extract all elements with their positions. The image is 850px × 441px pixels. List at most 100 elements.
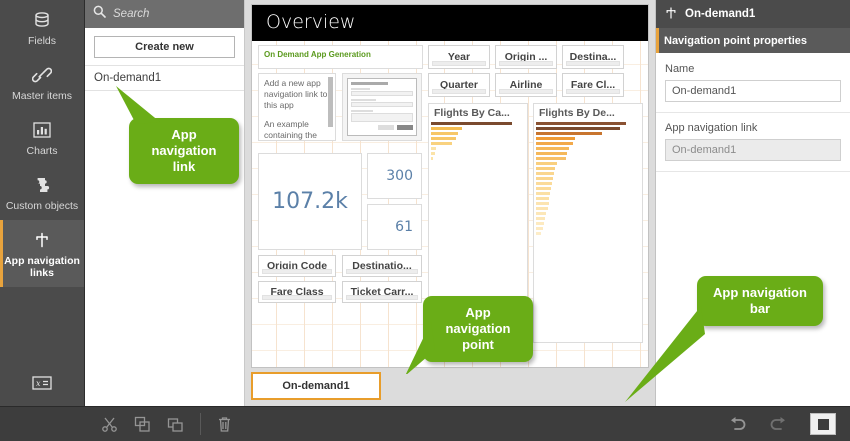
chart-flights-by-destination[interactable]: Flights By De...	[533, 103, 643, 343]
callout-text: App navigation point	[423, 296, 533, 362]
chart-bar	[536, 187, 552, 190]
callout-app-navigation-bar: App navigation bar	[625, 276, 823, 402]
redo-icon[interactable]	[769, 416, 788, 432]
text-object-header[interactable]: On Demand App Generation	[258, 45, 423, 69]
chart-bar	[536, 232, 542, 235]
chart-bars	[431, 122, 523, 340]
chart-bar	[536, 132, 602, 135]
chart-bar	[536, 217, 545, 220]
filter-destination-code[interactable]: Destinatio...	[342, 255, 422, 277]
rail-item-fields[interactable]: Fields	[0, 0, 84, 55]
chart-bar	[431, 157, 434, 160]
chart-bar	[536, 162, 557, 165]
nav-point-on-demand1[interactable]: On-demand1	[251, 371, 381, 400]
filter-airline[interactable]: Airline	[495, 73, 557, 97]
rail-item-label: Fields	[27, 35, 56, 47]
filter-origin[interactable]: Origin ...	[495, 45, 557, 69]
name-input[interactable]	[665, 80, 841, 102]
search-bar[interactable]: Search	[85, 0, 244, 28]
chart-title: Flights By De...	[539, 107, 615, 119]
asset-list-panel: Search Create new On-demand1	[85, 0, 245, 406]
signpost-icon	[2, 229, 82, 251]
rail-item-app-navigation-links[interactable]: App navigation links	[0, 220, 84, 287]
properties-header: On-demand1	[656, 0, 850, 28]
filter-destination[interactable]: Destina...	[562, 45, 624, 69]
filter-fare-class[interactable]: Fare Cl...	[562, 73, 624, 97]
undo-icon[interactable]	[728, 416, 747, 432]
asset-type-rail: Fields Master items Charts Custom object…	[0, 0, 85, 406]
panel-toggle-icon[interactable]	[810, 413, 836, 435]
chart-bar	[431, 142, 453, 145]
filter-origin-code[interactable]: Origin Code	[258, 255, 336, 277]
callout-app-navigation-link: App navigation link	[116, 86, 239, 184]
search-icon	[93, 5, 106, 23]
expression-variables-icon[interactable]: x	[0, 376, 84, 390]
paste-icon[interactable]	[167, 416, 184, 433]
chart-bar	[431, 132, 458, 135]
field-name-label: Name	[665, 63, 695, 75]
filter-fare-class-2[interactable]: Fare Class	[258, 281, 336, 303]
callout-text: App navigation bar	[697, 276, 823, 326]
text-object-line1: Add a new app navigation link to this ap…	[264, 78, 328, 110]
rail-item-label: Charts	[26, 145, 58, 157]
chart-bar	[431, 147, 436, 150]
toolbar-clipboard-group	[85, 416, 200, 433]
chart-bar	[536, 227, 544, 230]
svg-text:x: x	[36, 379, 41, 388]
chart-title: Flights By Ca...	[434, 107, 510, 119]
chart-bars	[536, 122, 638, 340]
text-object-body[interactable]: Add a new app navigation link to this ap…	[258, 73, 336, 141]
filter-ticket-carrier[interactable]: Ticket Carr...	[342, 281, 422, 303]
bottom-toolbar	[0, 406, 850, 441]
properties-section-title[interactable]: Navigation point properties	[656, 28, 850, 54]
toolbar-delete-group	[201, 416, 248, 433]
rail-item-custom-objects[interactable]: Custom objects	[0, 165, 84, 220]
bar-chart-icon	[2, 119, 82, 141]
chart-bar	[431, 137, 457, 140]
sheet-title: Overview	[252, 5, 648, 41]
rail-item-label: Custom objects	[5, 200, 79, 212]
chart-bar	[431, 122, 512, 125]
filter-year[interactable]: Year	[428, 45, 490, 69]
properties-header-title: On-demand1	[685, 8, 756, 20]
image-object[interactable]	[342, 73, 422, 141]
chart-bar	[536, 197, 550, 200]
copy-icon[interactable]	[134, 416, 151, 433]
chart-bar	[536, 192, 551, 195]
rail-item-master-items[interactable]: Master items	[0, 55, 84, 110]
trash-icon[interactable]	[217, 416, 232, 433]
cut-icon[interactable]	[101, 416, 118, 433]
filter-quarter[interactable]: Quarter	[428, 73, 490, 97]
field-app-navigation-link: App navigation link	[656, 113, 850, 172]
rail-item-label: Master items	[11, 90, 73, 102]
chart-bar	[536, 127, 621, 130]
chart-bar	[536, 122, 626, 125]
chart-bar	[431, 127, 462, 130]
puzzle-piece-icon	[2, 174, 82, 196]
search-input[interactable]: Search	[113, 8, 150, 20]
list-item-on-demand1[interactable]: On-demand1	[85, 65, 244, 91]
kpi-total[interactable]: 107.2k	[258, 153, 362, 250]
create-new-wrap: Create new	[85, 28, 244, 65]
chart-bar	[536, 142, 573, 145]
rail-spacer	[0, 287, 84, 364]
chart-bar	[536, 167, 555, 170]
chart-bar	[536, 137, 576, 140]
chart-bar	[536, 212, 546, 215]
app-navigation-link-input	[665, 139, 841, 161]
text-object-line2: An example containing the	[264, 119, 317, 140]
link-chain-icon	[2, 64, 82, 86]
rail-item-charts[interactable]: Charts	[0, 110, 84, 165]
kpi-tertiary[interactable]: 61	[367, 204, 422, 250]
chart-bar	[536, 177, 554, 180]
chart-bar	[536, 157, 566, 160]
kpi-secondary[interactable]: 300	[367, 153, 422, 199]
chart-bar	[536, 222, 545, 225]
database-icon	[2, 9, 82, 31]
chart-bar	[536, 202, 549, 205]
app-navigation-bar: On-demand1	[251, 368, 649, 406]
callout-text: App navigation link	[129, 118, 239, 184]
chart-bar	[536, 182, 553, 185]
text-object-scrollbar[interactable]	[328, 77, 333, 127]
create-new-button[interactable]: Create new	[94, 36, 235, 58]
